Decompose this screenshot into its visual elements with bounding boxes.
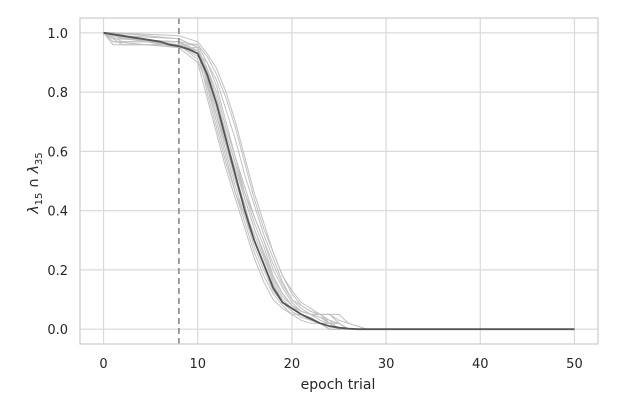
trial-line (103, 32, 575, 330)
trial-line (103, 32, 575, 330)
trial-line (103, 32, 575, 330)
trial-lines (103, 32, 575, 330)
x-tick-label: 0 (99, 357, 107, 372)
trial-line (103, 32, 575, 330)
y-tick-label: 0.0 (47, 323, 68, 338)
trial-line (103, 32, 575, 330)
trial-line (103, 32, 575, 330)
y-tick-label: 0.4 (47, 205, 68, 220)
y-tick-label: 1.0 (47, 27, 68, 42)
plot-frame (79, 17, 599, 345)
trial-line (103, 32, 575, 330)
y-axis-label-symbol-1: λ (26, 205, 42, 214)
x-tick-label: 20 (284, 357, 301, 372)
y-axis-label: λ15 ∩ λ35 (26, 152, 45, 214)
y-axis-label-subscript-2: 35 (34, 152, 45, 165)
x-tick-label: 10 (189, 357, 206, 372)
y-axis-label-subscript-1: 15 (34, 193, 45, 206)
y-tick-label: 0.6 (47, 145, 68, 160)
y-tick-label: 0.8 (47, 86, 68, 101)
trial-line (103, 32, 575, 330)
y-tick-label: 0.2 (47, 264, 68, 279)
y-axis-label-symbol-2: λ (26, 165, 42, 174)
trial-line (103, 32, 575, 330)
x-tick-label: 50 (566, 357, 583, 372)
y-axis-label-operator: ∩ (26, 173, 42, 192)
mean-line (103, 31, 575, 331)
x-axis-label: epoch trial (301, 377, 376, 393)
trial-line (103, 32, 575, 330)
grid (80, 18, 598, 344)
x-tick-labels: 0 10 20 30 40 50 (99, 357, 582, 372)
trial-line (103, 32, 575, 330)
mean-line-layer (103, 31, 575, 331)
x-tick-label: 40 (472, 357, 489, 372)
x-tick-label: 30 (378, 357, 395, 372)
y-tick-labels: 0.0 0.2 0.4 0.6 0.8 1.0 (47, 27, 68, 338)
trial-line (103, 32, 575, 330)
trial-line (103, 32, 575, 330)
trial-line (103, 32, 575, 330)
